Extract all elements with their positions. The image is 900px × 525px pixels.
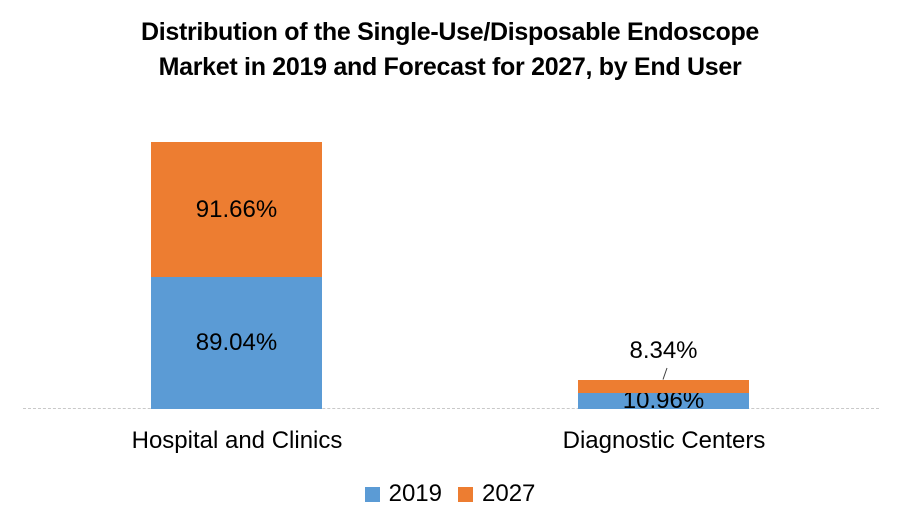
bar-segment-2019-diagnostic-centers: [578, 392, 749, 409]
chart-title-line-1: Distribution of the Single-Use/Disposabl…: [140, 18, 760, 46]
bar-segment-2027-hospital-and-clinics: [151, 142, 322, 278]
x-axis-line: [23, 408, 879, 409]
label-leader-line-2027-diagnostic-centers: [662, 367, 668, 380]
data-label-2027-hospital-and-clinics: 91.66%: [195, 195, 278, 223]
legend-label-2019: 2019: [388, 480, 442, 507]
legend-swatch-2027: [458, 486, 473, 502]
bar-segment-2019-hospital-and-clinics: [151, 277, 322, 409]
legend-item-2027: 2027: [458, 481, 535, 507]
data-label-2027-diagnostic-centers: 8.34%: [629, 337, 698, 365]
bar-segment-2027-diagnostic-centers: [578, 380, 749, 393]
legend-label-2027: 2027: [482, 480, 536, 507]
legend-swatch-2019: [364, 486, 380, 502]
legend-item-2019: 2019: [364, 480, 442, 507]
chart-title-line-2: Market in 2019 and Forecast for 2027, by…: [158, 53, 742, 81]
legend: 2019 2027: [0, 481, 900, 507]
category-label-hospital-and-clinics: Hospital and Clinics: [131, 427, 343, 454]
data-label-2019-hospital-and-clinics: 89.04%: [195, 329, 278, 357]
category-label-diagnostic-centers: Diagnostic Centers: [562, 427, 766, 454]
chart-title: Distribution of the Single-Use/Disposabl…: [0, 15, 900, 85]
